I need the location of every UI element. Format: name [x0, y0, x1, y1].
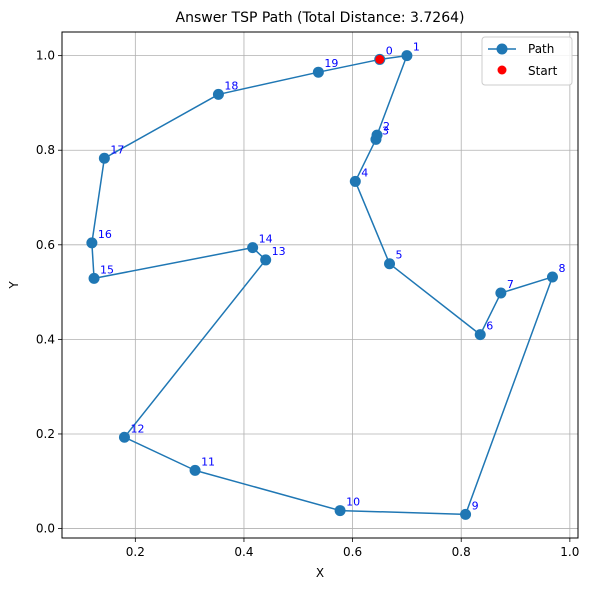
- point-label-5: 5: [396, 249, 403, 262]
- point-label-4: 4: [361, 166, 368, 179]
- point-label-6: 6: [486, 320, 493, 333]
- y-tick-label: 0.8: [36, 143, 55, 157]
- point-label-13: 13: [272, 245, 286, 258]
- path-point-4: [350, 176, 361, 187]
- point-label-9: 9: [472, 499, 479, 512]
- path-point-7: [495, 288, 506, 299]
- path-point-6: [475, 329, 486, 340]
- point-label-15: 15: [100, 263, 114, 276]
- path-point-17: [99, 153, 110, 164]
- point-label-8: 8: [558, 262, 565, 275]
- point-label-10: 10: [346, 496, 360, 509]
- path-point-12: [119, 432, 130, 443]
- y-tick-label: 1.0: [36, 49, 55, 63]
- start-point: [375, 55, 384, 64]
- legend-start-marker: [498, 66, 507, 75]
- point-label-17: 17: [110, 143, 124, 156]
- y-axis-label: Y: [7, 281, 21, 290]
- plot-frame: [62, 32, 578, 538]
- point-label-14: 14: [259, 233, 273, 246]
- x-axis-label: X: [316, 566, 324, 580]
- x-tick-label: 0.6: [343, 545, 362, 559]
- path-point-15: [89, 273, 100, 284]
- points-layer: [86, 50, 558, 520]
- point-label-0: 0: [386, 44, 393, 57]
- path-point-10: [335, 505, 346, 516]
- point-label-19: 19: [324, 57, 338, 70]
- x-tick-label: 0.4: [234, 545, 253, 559]
- tsp-path-line: [92, 56, 553, 515]
- path-point-5: [384, 258, 395, 269]
- path-layer: [92, 56, 553, 515]
- legend-path-marker: [497, 44, 508, 55]
- ticks-layer: 0.2 0.4 0.6 0.8 1.0 0.0 0.2 0.4 0.6 0.8 1.0: [36, 49, 579, 559]
- path-point-16: [86, 237, 97, 248]
- path-point-8: [547, 271, 558, 282]
- path-point-14: [247, 242, 258, 253]
- point-label-3: 3: [382, 124, 389, 137]
- chart-title: Answer TSP Path (Total Distance: 3.7264): [176, 10, 465, 26]
- y-tick-label: 0.6: [36, 238, 55, 252]
- point-label-18: 18: [224, 79, 238, 92]
- y-tick-label: 0.0: [36, 522, 55, 536]
- path-point-19: [313, 67, 324, 78]
- grid-layer: [62, 32, 578, 538]
- legend: Path Start: [482, 37, 572, 85]
- path-point-1: [401, 50, 412, 61]
- path-point-18: [213, 89, 224, 100]
- point-label-1: 1: [413, 41, 420, 54]
- point-label-16: 16: [98, 228, 112, 241]
- point-label-11: 11: [201, 455, 215, 468]
- x-tick-label: 0.8: [452, 545, 471, 559]
- x-tick-label: 1.0: [560, 545, 579, 559]
- y-tick-label: 0.2: [36, 427, 55, 441]
- path-point-13: [260, 254, 271, 265]
- legend-path-label: Path: [528, 42, 554, 56]
- point-label-7: 7: [507, 278, 514, 291]
- legend-box: [482, 37, 572, 85]
- path-point-3: [370, 134, 381, 145]
- x-tick-label: 0.2: [126, 545, 145, 559]
- point-label-12: 12: [130, 422, 144, 435]
- path-point-9: [460, 509, 471, 520]
- y-tick-label: 0.4: [36, 332, 55, 346]
- legend-start-label: Start: [528, 64, 558, 78]
- path-point-11: [190, 465, 201, 476]
